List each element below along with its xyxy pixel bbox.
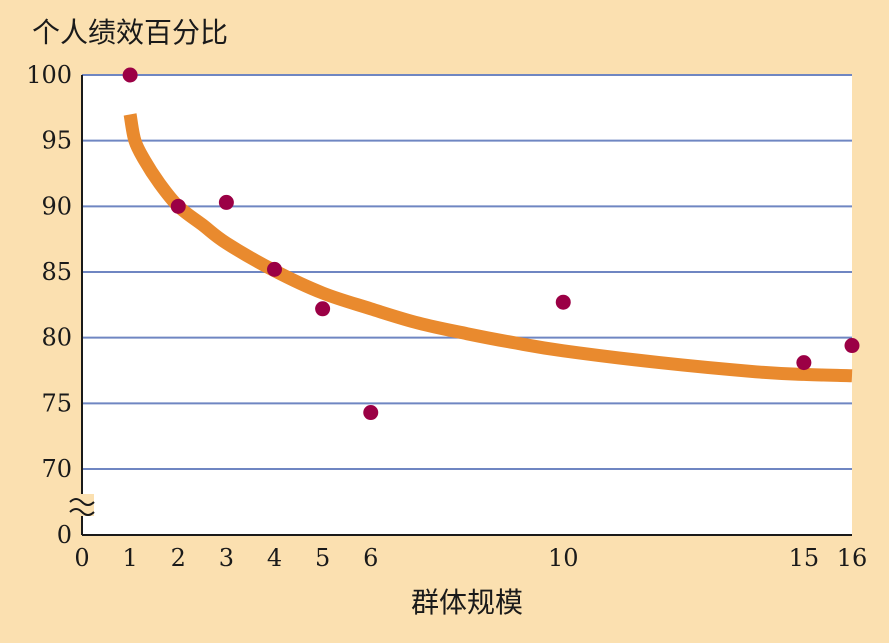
data-point [363, 405, 379, 421]
axis-break-icon [69, 494, 95, 516]
plot-background [82, 75, 852, 535]
trend-curve [123, 113, 853, 383]
y-tick-label: 70 [41, 455, 72, 483]
y-tick-label: 85 [41, 258, 72, 286]
data-point [218, 194, 234, 210]
x-tick-label: 5 [315, 544, 330, 572]
x-tick-label: 3 [219, 544, 234, 572]
data-point [315, 301, 331, 317]
y-tick-label: 95 [41, 127, 72, 155]
y-tick-label: 100 [26, 61, 72, 89]
y-break-tick-label: 0 [57, 521, 72, 549]
x-tick-label: 1 [122, 544, 137, 572]
data-point [844, 338, 860, 354]
x-tick-label: 10 [548, 544, 579, 572]
data-point [267, 261, 282, 277]
x-tick-label: 16 [837, 544, 868, 572]
data-point [796, 355, 812, 371]
y-tick-label: 75 [41, 389, 72, 417]
y-tick-label: 90 [41, 192, 72, 220]
y-axis-ticks: 70 75 80 85 90 95 100 [26, 61, 72, 483]
y-axis-title: 个人绩效百分比 [32, 16, 228, 49]
y-tick-label: 80 [41, 324, 72, 352]
x-tick-label: 0 [74, 544, 89, 572]
data-point [555, 294, 571, 310]
data-points [122, 67, 860, 421]
x-axis-ticks: 0 1 2 3 4 5 6 10 15 16 [74, 544, 867, 572]
x-axis-title: 群体规模 [411, 586, 523, 619]
x-tick-label: 4 [267, 544, 282, 572]
x-tick-label: 2 [171, 544, 186, 572]
x-tick-label: 15 [789, 544, 820, 572]
x-tick-label: 6 [363, 544, 378, 572]
data-point [170, 198, 186, 214]
data-point [122, 67, 138, 83]
